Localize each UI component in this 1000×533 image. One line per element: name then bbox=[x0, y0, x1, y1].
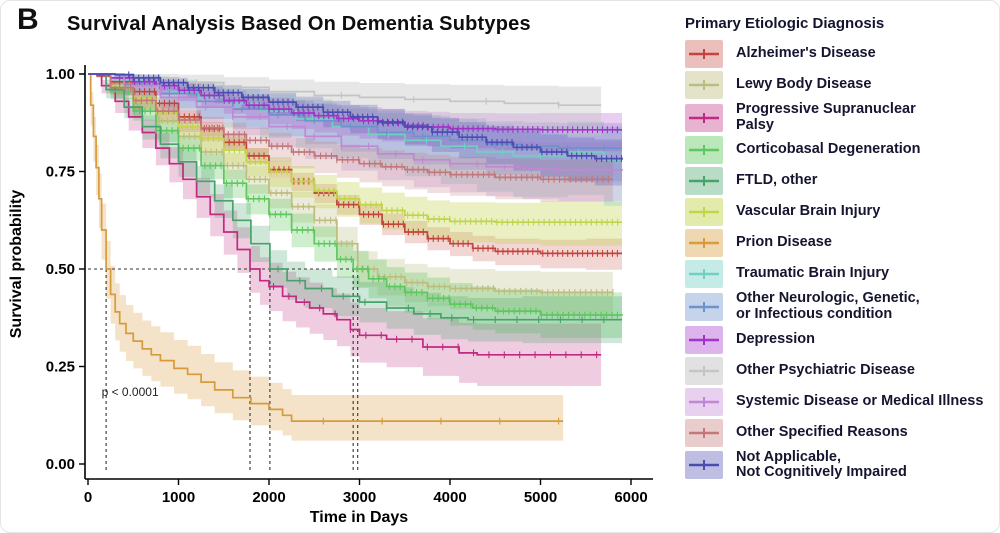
x-tick-label: 3000 bbox=[343, 489, 376, 506]
censor-marks-corticobasal-degeneration bbox=[128, 88, 618, 319]
curve-prion-disease bbox=[88, 73, 564, 422]
ci-band-alzheimer-s-disease bbox=[88, 74, 622, 273]
ci-band-other-psychiatric-disease bbox=[88, 74, 602, 138]
y-tick-label: 0.75 bbox=[46, 164, 75, 181]
legend-item-not-applicable-not-cognitively-impaired: Not Applicable, Not Cognitively Impaired bbox=[685, 448, 993, 481]
legend-item-ftld-other: FTLD, other bbox=[685, 167, 993, 196]
legend-item-other-neurologic-genetic-or-infectious-condition: Other Neurologic, Genetic, or Infectious… bbox=[685, 290, 993, 322]
y-axis-title: Survival probability bbox=[8, 190, 25, 339]
censor-marks-vascular-brain-injury bbox=[123, 82, 619, 226]
legend-item-lewy-body-disease: Lewy Body Disease bbox=[685, 71, 993, 99]
legend-label: Systemic Disease or Medical Illness bbox=[736, 392, 984, 409]
legend-item-depression: Depression bbox=[685, 325, 993, 354]
legend-item-progressive-supranuclear-palsy: Progressive Supranuclear Palsy bbox=[685, 101, 993, 133]
legend-label: Other Neurologic, Genetic, or Infectious… bbox=[736, 290, 920, 322]
legend-item-traumatic-brain-injury: Traumatic Brain Injury bbox=[685, 260, 993, 289]
legend-item-corticobasal-degeneration: Corticobasal Degeneration bbox=[685, 136, 993, 165]
legend-swatch-icon bbox=[685, 451, 723, 480]
legend-swatch-icon bbox=[685, 198, 723, 227]
censor-marks-not-applicable-not-cognitively-impaired bbox=[128, 71, 623, 163]
legend-swatch-icon bbox=[685, 71, 723, 99]
legend-label: Traumatic Brain Injury bbox=[736, 265, 890, 282]
legend-swatch-icon bbox=[685, 418, 723, 447]
censor-marks-other-neurologic-genetic-or-infectious-condition bbox=[168, 90, 605, 152]
ci-band-not-applicable-not-cognitively-impaired bbox=[88, 74, 622, 188]
legend-item-other-psychiatric-disease: Other Psychiatric Disease bbox=[685, 356, 993, 385]
legend-label: Prion Disease bbox=[736, 234, 832, 251]
p-value-annotation: p < 0.0001 bbox=[102, 385, 159, 399]
legend-label: Depression bbox=[736, 330, 815, 347]
ci-band-other-specified-reasons bbox=[88, 74, 613, 205]
legend-swatch-icon bbox=[685, 40, 723, 68]
curve-vascular-brain-injury bbox=[88, 73, 622, 224]
legend-items: Alzheimer's Disease Lewy Body Disease Prog… bbox=[685, 40, 993, 481]
legend: Primary Etiologic Diagnosis Alzheimer's … bbox=[685, 15, 993, 484]
legend-label: Other Psychiatric Disease bbox=[736, 361, 915, 378]
legend-label: Lewy Body Disease bbox=[736, 76, 872, 93]
legend-item-other-specified-reasons: Other Specified Reasons bbox=[685, 418, 993, 447]
y-tick-label: 1.00 bbox=[46, 66, 75, 83]
curve-corticobasal-degeneration bbox=[88, 73, 623, 316]
survival-chart: 1.00 0.75 0.50 0.25 0.00 0 1000 2000 3000 4000 500… bbox=[8, 65, 653, 526]
x-tick-label: 6000 bbox=[614, 489, 647, 506]
legend-swatch-icon bbox=[685, 356, 723, 385]
curve-other-neurologic-genetic-or-infectious-condition bbox=[88, 73, 622, 149]
legend-swatch-icon bbox=[685, 292, 723, 321]
ci-band-vascular-brain-injury bbox=[88, 74, 622, 248]
y-tick-label: 0.25 bbox=[46, 359, 75, 376]
ci-band-prion-disease bbox=[88, 74, 564, 444]
legend-label: Progressive Supranuclear Palsy bbox=[736, 101, 916, 133]
censor-marks-prion-disease bbox=[322, 417, 560, 425]
x-tick-label: 4000 bbox=[433, 489, 466, 506]
chart-title: Survival Analysis Based On Dementia Subt… bbox=[67, 13, 531, 35]
legend-swatch-icon bbox=[685, 325, 723, 354]
y-tick-label: 0.50 bbox=[46, 261, 75, 278]
median-survival-lines bbox=[88, 268, 359, 471]
legend-swatch-icon bbox=[685, 260, 723, 289]
legend-title: Primary Etiologic Diagnosis bbox=[685, 15, 885, 32]
legend-swatch-icon bbox=[685, 103, 723, 132]
axes: 1.00 0.75 0.50 0.25 0.00 0 1000 2000 3000 4000 500… bbox=[8, 65, 653, 526]
censor-marks-progressive-supranuclear-palsy bbox=[272, 283, 598, 359]
legend-swatch-icon bbox=[685, 167, 723, 196]
legend-swatch-icon bbox=[685, 136, 723, 165]
panel-label: B bbox=[17, 3, 39, 36]
x-tick-label: 5000 bbox=[524, 489, 557, 506]
censor-marks-other-specified-reasons bbox=[119, 84, 609, 183]
legend-label: Corticobasal Degeneration bbox=[736, 141, 921, 158]
censor-marks-lewy-body-disease bbox=[123, 84, 614, 296]
survival-curves bbox=[88, 71, 623, 425]
censor-marks-other-psychiatric-disease bbox=[196, 79, 560, 109]
x-tick-label: 2000 bbox=[252, 489, 285, 506]
legend-swatch-icon bbox=[685, 387, 723, 416]
legend-item-vascular-brain-injury: Vascular Brain Injury bbox=[685, 198, 993, 227]
legend-item-alzheimer-s-disease: Alzheimer's Disease bbox=[685, 40, 993, 68]
legend-label: Alzheimer's Disease bbox=[736, 45, 876, 62]
curve-other-specified-reasons bbox=[88, 73, 613, 181]
ci-band-progressive-supranuclear-palsy bbox=[88, 74, 602, 390]
curve-ftld-other bbox=[88, 73, 622, 321]
censor-marks-ftld-other bbox=[277, 265, 605, 324]
legend-label: Vascular Brain Injury bbox=[736, 203, 881, 220]
legend-item-prion-disease: Prion Disease bbox=[685, 229, 993, 258]
legend-swatch-icon bbox=[685, 229, 723, 258]
censor-marks-systemic-disease-or-medical-illness bbox=[150, 82, 614, 174]
y-tick-label: 0.00 bbox=[46, 456, 75, 473]
legend-label: FTLD, other bbox=[736, 172, 818, 189]
curve-progressive-supranuclear-palsy bbox=[88, 73, 602, 356]
x-tick-label: 1000 bbox=[162, 489, 195, 506]
ci-band-depression bbox=[88, 74, 622, 153]
legend-label: Other Specified Reasons bbox=[736, 423, 908, 440]
x-axis-title: Time in Days bbox=[310, 509, 409, 526]
legend-item-systemic-disease-or-medical-illness: Systemic Disease or Medical Illness bbox=[685, 387, 993, 416]
x-tick-label: 0 bbox=[84, 489, 92, 506]
legend-label: Not Applicable, Not Cognitively Impaired bbox=[736, 448, 907, 481]
